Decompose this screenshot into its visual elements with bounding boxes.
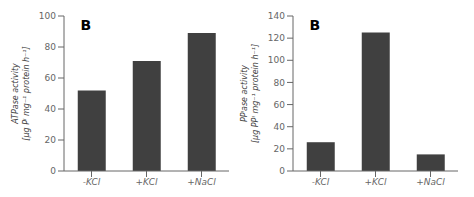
svg-text:80: 80 [45,42,57,52]
svg-text:20: 20 [45,135,57,145]
svg-text:PPᴵase activity[µg PPᴵ mg⁻¹ pr: PPᴵase activity[µg PPᴵ mg⁻¹ protein h⁻¹] [240,44,260,143]
svg-text:+NaCl: +NaCl [416,177,445,187]
svg-text:+KCl: +KCl [365,177,387,187]
svg-text:120: 120 [268,33,285,43]
svg-text:140: 140 [268,11,285,21]
svg-text:40: 40 [45,104,57,114]
svg-text:80: 80 [274,78,286,88]
svg-text:0: 0 [50,166,56,176]
svg-text:ATPase activity[µg Pᴵ mg⁻¹ pro: ATPase activity[µg Pᴵ mg⁻¹ protein h⁻¹] [11,46,31,140]
svg-text:60: 60 [45,73,57,83]
svg-text:-KCl: -KCl [83,177,101,187]
svg-text:100: 100 [39,11,56,21]
html-text:B: B [309,17,321,33]
svg-text:+KCl: +KCl [136,177,158,187]
svg-text:-KCl: -KCl [312,177,330,187]
html-text:B: B [80,17,92,33]
svg-text:20: 20 [274,144,286,154]
svg-text:+NaCl: +NaCl [187,177,216,187]
svg-text:60: 60 [274,100,286,110]
svg-text:0: 0 [279,166,285,176]
svg-text:100: 100 [268,55,285,65]
svg-text:40: 40 [274,122,286,132]
